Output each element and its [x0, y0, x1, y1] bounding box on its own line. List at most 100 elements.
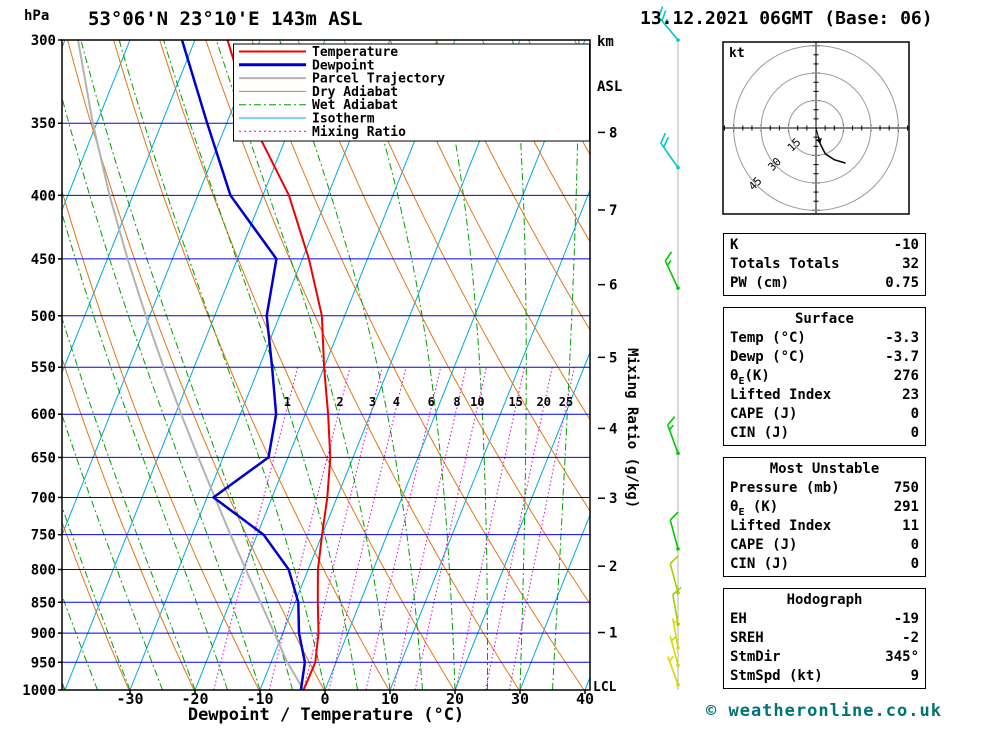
- table-row: Lifted Index 11: [730, 517, 919, 536]
- wind-barb: [672, 586, 682, 626]
- storm-motion-arrow: [815, 138, 822, 144]
- parcel-trajectory-curve: [77, 40, 305, 690]
- mixing-ratio-labels: 1 2 3 4 6 8 10 15 20 25: [284, 395, 573, 409]
- svg-text:Wet Adiabat: Wet Adiabat: [312, 98, 398, 113]
- svg-text:850: 850: [31, 595, 56, 611]
- dewpoint-curve: [180, 40, 307, 690]
- wind-barb: [669, 511, 680, 551]
- stat-label: EH: [730, 611, 747, 627]
- svg-text:4: 4: [609, 421, 617, 437]
- svg-text:7: 7: [609, 203, 617, 219]
- km-axis-unit-line2: ASL: [597, 79, 623, 95]
- table-row: StmDir 345°: [730, 648, 919, 667]
- stat-label: StmDir: [730, 649, 781, 665]
- stat-label: Dewp (°C): [730, 349, 806, 365]
- svg-text:Dry Adiabat: Dry Adiabat: [312, 85, 398, 100]
- svg-text:2: 2: [609, 559, 617, 575]
- svg-text:600: 600: [31, 407, 56, 423]
- svg-text:15: 15: [785, 136, 804, 155]
- stat-label: CIN (J): [730, 425, 790, 441]
- svg-text:3: 3: [369, 395, 376, 409]
- svg-text:10: 10: [381, 690, 399, 708]
- table-row: θE (K) 291: [730, 498, 919, 517]
- wind-barb: [672, 618, 680, 650]
- svg-text:25: 25: [559, 395, 573, 409]
- table-row: PW (cm) 0.75: [730, 274, 919, 293]
- wind-barb: [666, 655, 680, 687]
- table-row: K -10: [730, 236, 919, 255]
- table-row: CIN (J) 0: [730, 555, 919, 574]
- svg-text:1: 1: [284, 395, 291, 409]
- stat-value: 345°: [885, 649, 919, 665]
- stat-label: Pressure (mb): [730, 480, 840, 496]
- svg-text:5: 5: [609, 350, 617, 366]
- table-row: θE(K) 276: [730, 367, 919, 386]
- hodograph-unit-label: kt: [729, 46, 745, 61]
- table-title: Hodograph: [786, 592, 863, 608]
- station-title: 53°06'N 23°10'E 143m ASL: [88, 8, 363, 30]
- wind-barb-column: [657, 6, 682, 690]
- stat-value: -3.7: [885, 349, 919, 365]
- table-surface: Surface Temp (°C) -3.3 Dewp (°C) -3.7 θE(K) 27…: [723, 307, 926, 446]
- svg-text:450: 450: [31, 252, 56, 268]
- stat-value: 0: [910, 537, 919, 553]
- stat-value: 0: [910, 556, 919, 572]
- svg-text:400: 400: [31, 188, 56, 204]
- wind-barb: [660, 132, 680, 170]
- svg-text:8: 8: [609, 125, 617, 141]
- table-row: StmSpd (kt) 9: [730, 667, 919, 686]
- stat-value: 291: [893, 499, 919, 515]
- svg-text:2: 2: [336, 395, 343, 409]
- svg-text:40: 40: [576, 690, 594, 708]
- pressure-gridlines: [62, 122, 590, 663]
- stat-value: 0.75: [885, 275, 919, 291]
- svg-text:550: 550: [31, 360, 56, 376]
- stat-value: 11: [902, 518, 919, 534]
- svg-text:300: 300: [31, 33, 56, 49]
- table-hodograph: Hodograph EH -19 SREH -2 StmDir 345° StmSpd (kt…: [723, 588, 926, 689]
- svg-text:900: 900: [31, 626, 56, 642]
- svg-text:950: 950: [31, 655, 56, 671]
- stat-label: Lifted Index: [730, 387, 832, 403]
- stat-label: CIN (J): [730, 556, 790, 572]
- stats-tables: K -10 Totals Totals 32 PW (cm) 0.75 Surface Tem…: [723, 233, 926, 700]
- pressure-axis-unit: hPa: [24, 8, 50, 24]
- svg-text:700: 700: [31, 490, 56, 506]
- stat-label: SREH: [730, 630, 764, 646]
- wind-barb: [666, 416, 680, 456]
- stat-value: 23: [902, 387, 919, 403]
- svg-text:6: 6: [428, 395, 435, 409]
- svg-text:4: 4: [393, 395, 400, 409]
- table-row: CIN (J) 0: [730, 424, 919, 443]
- svg-text:Mixing Ratio: Mixing Ratio: [312, 125, 406, 140]
- table-title: Surface: [794, 311, 854, 327]
- wind-barb: [669, 635, 680, 667]
- svg-text:1000: 1000: [22, 683, 56, 699]
- stat-label: Totals Totals: [730, 256, 840, 272]
- svg-text:30: 30: [511, 690, 529, 708]
- axis-labels: 3003504004505005506006507007508008509009…: [22, 33, 640, 708]
- stat-value: -2: [902, 630, 919, 646]
- svg-text:10: 10: [470, 395, 484, 409]
- copyright-text: © weatheronline.co.uk: [706, 701, 942, 721]
- plot-frame: [61, 39, 591, 691]
- table-row: Dewp (°C) -3.7: [730, 348, 919, 367]
- svg-text:350: 350: [31, 116, 56, 132]
- stat-value: 0: [910, 425, 919, 441]
- svg-text:800: 800: [31, 563, 56, 579]
- svg-text:6: 6: [609, 278, 617, 294]
- svg-text:500: 500: [31, 309, 56, 325]
- table-row: CAPE (J) 0: [730, 536, 919, 555]
- svg-text:20: 20: [446, 690, 464, 708]
- stat-label: θE (K): [730, 499, 779, 518]
- svg-text:1: 1: [609, 626, 617, 642]
- svg-text:3: 3: [609, 491, 617, 507]
- svg-text:650: 650: [31, 450, 56, 466]
- stat-label: CAPE (J): [730, 537, 798, 553]
- stat-value: 750: [893, 480, 919, 496]
- svg-text:-30: -30: [116, 690, 143, 708]
- stat-value: 9: [910, 668, 919, 684]
- stat-label: CAPE (J): [730, 406, 798, 422]
